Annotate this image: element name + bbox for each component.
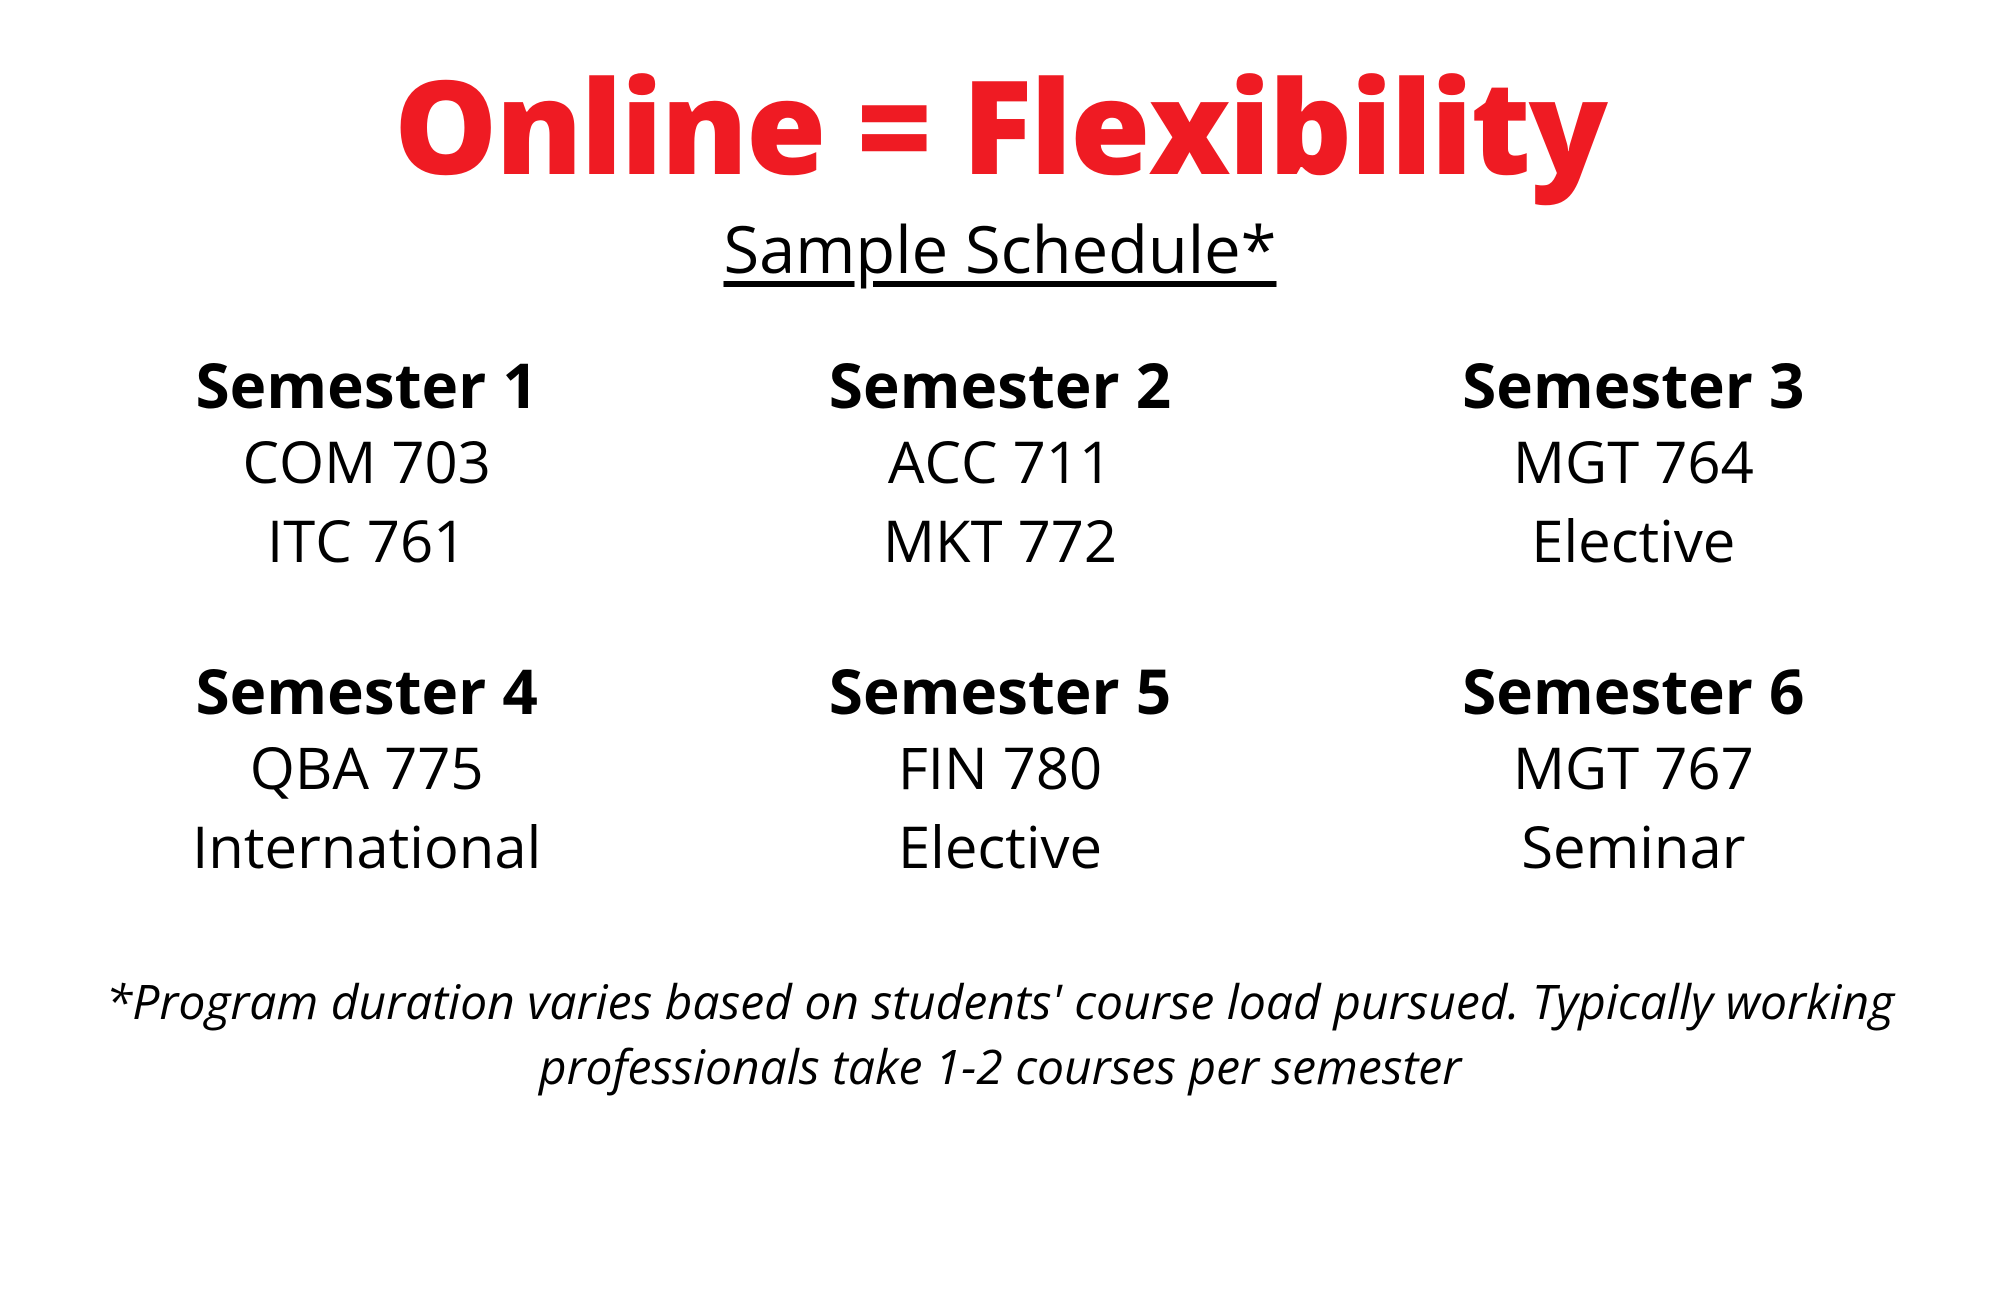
semester-title: Semester 4 — [195, 654, 537, 728]
course-item: Elective — [1531, 501, 1735, 579]
semester-block: Semester 6 MGT 767 Seminar — [1327, 654, 1940, 885]
course-item: FIN 780 — [898, 728, 1102, 806]
page-subtitle: Sample Schedule* — [724, 205, 1277, 293]
semester-title: Semester 1 — [195, 348, 537, 422]
semester-block: Semester 5 FIN 780 Elective — [693, 654, 1306, 885]
footnote: *Program duration varies based on studen… — [60, 970, 1940, 1100]
course-item: COM 703 — [242, 422, 490, 500]
semester-block: Semester 4 QBA 775 International — [60, 654, 673, 885]
course-item: MKT 772 — [883, 501, 1117, 579]
course-item: Elective — [898, 807, 1102, 885]
course-item: ACC 711 — [888, 422, 1112, 500]
course-item: International — [192, 807, 541, 885]
semester-title: Semester 6 — [1462, 654, 1804, 728]
semester-block: Semester 3 MGT 764 Elective — [1327, 348, 1940, 579]
semester-block: Semester 2 ACC 711 MKT 772 — [693, 348, 1306, 579]
page-title: Online = Flexibility — [394, 60, 1606, 190]
course-item: Seminar — [1521, 807, 1745, 885]
semester-grid: Semester 1 COM 703 ITC 761 Semester 2 AC… — [60, 348, 1940, 885]
course-item: MGT 767 — [1513, 728, 1754, 806]
course-item: ITC 761 — [267, 501, 466, 579]
semester-title: Semester 2 — [829, 348, 1171, 422]
semester-block: Semester 1 COM 703 ITC 761 — [60, 348, 673, 579]
semester-title: Semester 3 — [1462, 348, 1804, 422]
semester-title: Semester 5 — [829, 654, 1171, 728]
course-item: MGT 764 — [1513, 422, 1754, 500]
course-item: QBA 775 — [250, 728, 484, 806]
